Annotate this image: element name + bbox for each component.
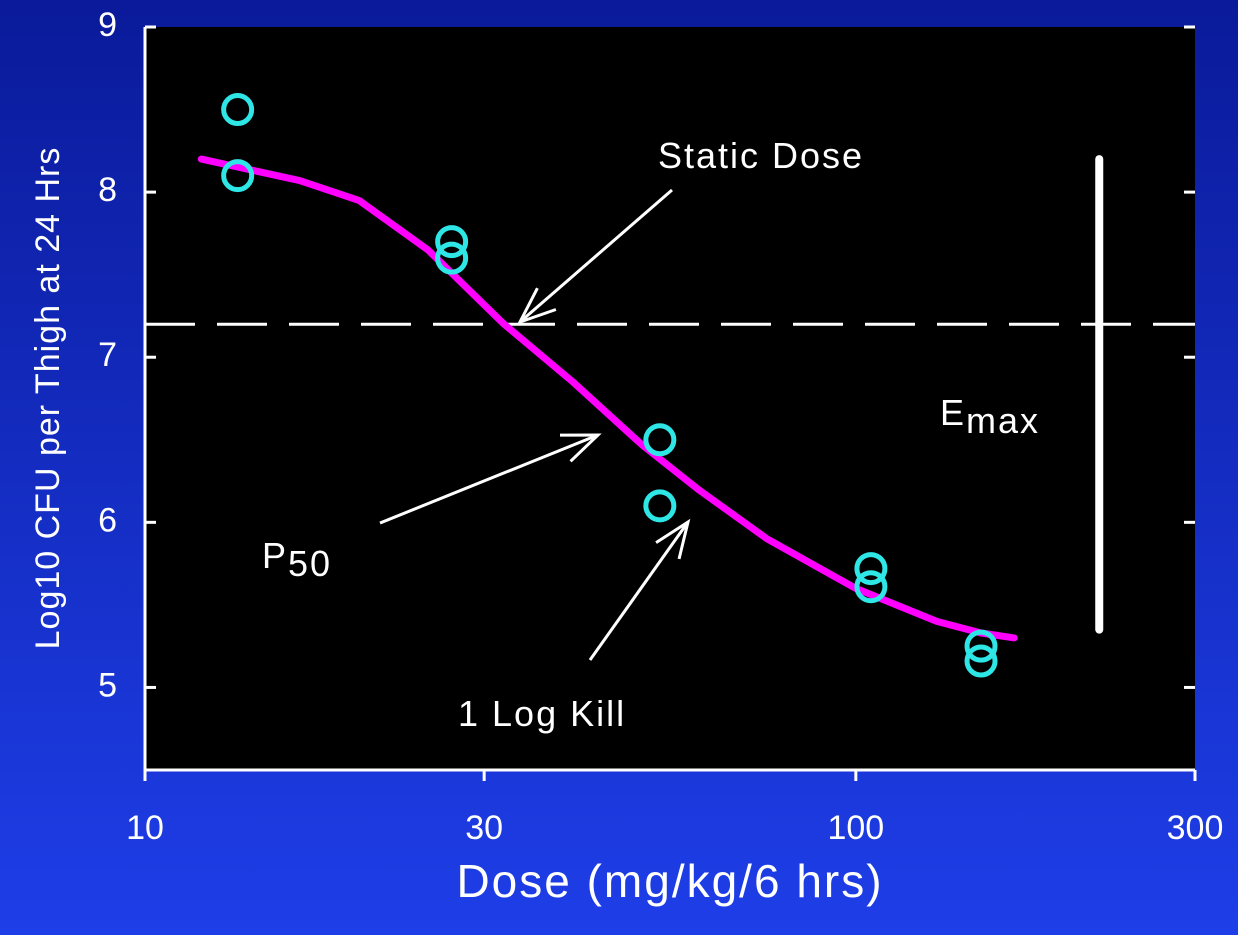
y-tick-label: 5 bbox=[98, 666, 117, 704]
data-point bbox=[221, 159, 255, 193]
y-tick-label: 6 bbox=[98, 501, 117, 539]
y-tick-label: 9 bbox=[98, 6, 117, 44]
data-point bbox=[435, 241, 469, 275]
arrow-head bbox=[516, 287, 557, 325]
arrow-shaft bbox=[519, 188, 673, 324]
data-point bbox=[964, 644, 998, 678]
data-point bbox=[964, 629, 998, 663]
annotation: Emax bbox=[940, 392, 1040, 441]
arrow-head bbox=[559, 433, 602, 463]
arrow bbox=[588, 518, 691, 661]
y-axis-label: Log10 CFU per Thigh at 24 Hrs bbox=[29, 147, 67, 650]
data-point bbox=[854, 552, 888, 586]
annotation: P50 bbox=[262, 535, 332, 584]
x-axis-label: Dose (mg/kg/6 hrs) bbox=[456, 855, 883, 907]
data-point bbox=[643, 423, 677, 457]
y-tick-label: 8 bbox=[98, 171, 117, 209]
annotation-sub: max bbox=[966, 400, 1040, 441]
arrow bbox=[516, 188, 673, 325]
annotation-text: E bbox=[940, 392, 966, 433]
annotation: Static Dose bbox=[658, 135, 864, 176]
data-point bbox=[643, 489, 677, 523]
arrow-shaft bbox=[588, 521, 690, 661]
annotation-text: Static Dose bbox=[658, 135, 864, 176]
arrow-shaft bbox=[379, 433, 599, 525]
fit-line bbox=[197, 155, 1018, 642]
data-point bbox=[435, 225, 469, 259]
x-tick-label: 300 bbox=[1167, 809, 1224, 847]
x-tick-label: 100 bbox=[827, 809, 884, 847]
data-point bbox=[221, 93, 255, 127]
annotation-text: 1 Log Kill bbox=[458, 693, 626, 734]
annotation: 1 Log Kill bbox=[458, 693, 626, 734]
x-tick-label: 30 bbox=[465, 809, 503, 847]
annotation-text: P bbox=[262, 535, 288, 576]
arrow bbox=[379, 433, 602, 525]
annotation-sub: 50 bbox=[288, 543, 332, 584]
arrow-head bbox=[655, 518, 691, 560]
plot-area bbox=[145, 27, 1195, 770]
data-point bbox=[854, 570, 888, 604]
y-tick-label: 7 bbox=[98, 336, 117, 374]
x-tick-label: 10 bbox=[126, 809, 164, 847]
